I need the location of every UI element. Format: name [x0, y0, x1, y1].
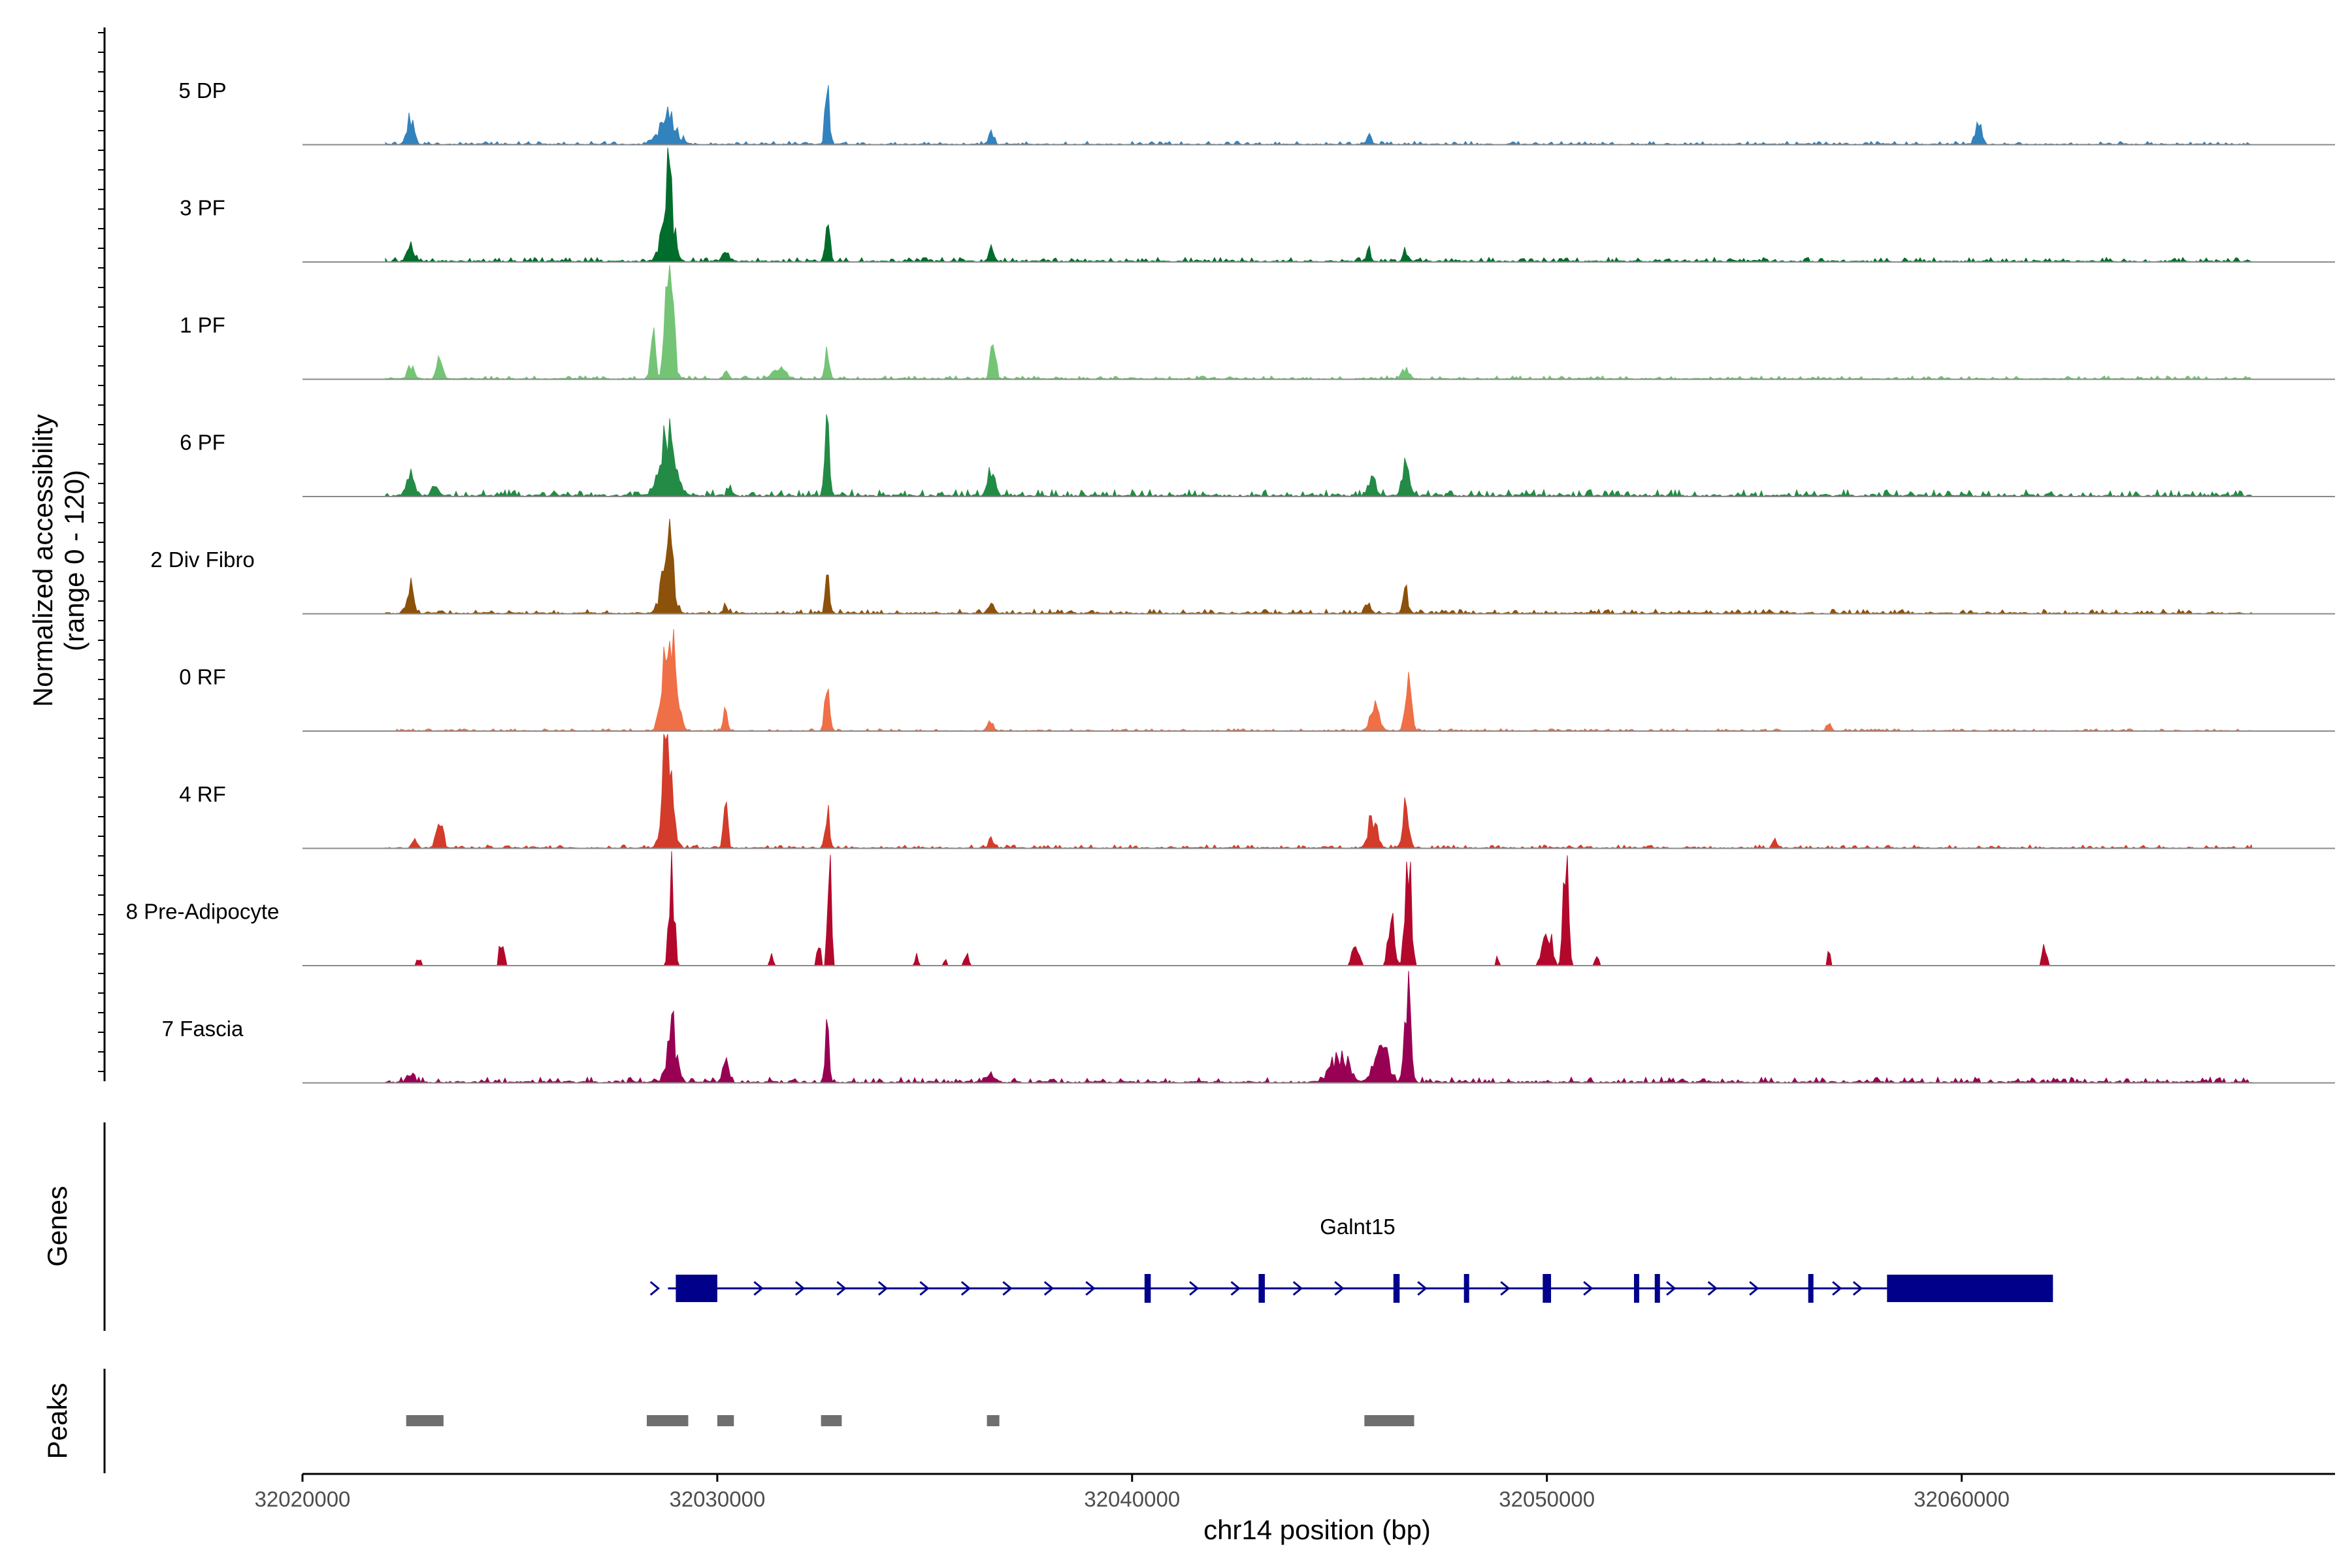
track-1: 3 PF	[180, 147, 2335, 263]
gene-exon-8	[1808, 1274, 1814, 1303]
x-axis-ticks: 32020000 32030000 32040000 32050000 32060000	[255, 1474, 2010, 1511]
peak-region-1	[646, 1415, 689, 1426]
track-7: 8 Pre-Adipocyte	[126, 851, 2335, 967]
gene-strand-arrow-7	[1002, 1281, 1013, 1296]
peak-region-3	[821, 1415, 842, 1426]
track-label: 6 PF	[180, 431, 225, 455]
y-axis-title-line2: (range 0 - 120)	[59, 470, 90, 651]
x-tick-label-3: 32050000	[1499, 1487, 1595, 1511]
y-axis-title-line1: Normalized accessibility	[27, 414, 58, 707]
gene-strand-arrow-8	[1043, 1281, 1054, 1296]
gene-strand-arrow-19	[1749, 1281, 1759, 1296]
track-8: 7 Fascia	[162, 971, 2335, 1084]
coverage-area-3-pf	[385, 147, 2253, 263]
track-label: 7 Fascia	[162, 1017, 244, 1041]
gene-strand-arrow-1	[753, 1281, 764, 1296]
gene-strand-arrow-17	[1666, 1281, 1676, 1296]
peaks-track	[406, 1415, 1414, 1426]
coverage-y-ticks	[98, 32, 105, 1072]
coverage-area-5-dp	[385, 85, 2253, 146]
gene-strand-arrow-10	[1189, 1281, 1200, 1296]
track-label: 1 PF	[180, 313, 225, 337]
track-label: 2 Div Fibro	[150, 547, 255, 572]
gene-exon-3	[1393, 1274, 1400, 1303]
gene-strand-arrow-15	[1500, 1281, 1511, 1296]
gene-strand-arrow-14	[1417, 1281, 1428, 1296]
coverage-area-8-pre-adipocyte	[385, 851, 2252, 967]
x-tick-label-0: 32020000	[255, 1487, 351, 1511]
gene-strand-arrow-20	[1832, 1281, 1842, 1296]
gene-exon-6	[1634, 1274, 1640, 1303]
gene-track: Galnt15	[649, 1215, 2053, 1303]
track-3: 6 PF	[180, 414, 2335, 498]
peak-region-0	[406, 1415, 444, 1426]
track-label: 0 RF	[179, 665, 226, 689]
gene-strand-arrow-16	[1583, 1281, 1593, 1296]
x-tick-label-1: 32030000	[669, 1487, 765, 1511]
gene-exon-0	[676, 1275, 717, 1302]
coverage-area-2-div-fibro	[385, 519, 2253, 615]
track-label: 5 DP	[178, 78, 226, 103]
gene-exon-1	[1144, 1274, 1151, 1303]
coverage-area-0-rf	[385, 629, 2253, 732]
track-5: 0 RF	[179, 629, 2335, 732]
peak-region-4	[987, 1415, 1000, 1426]
gene-exon-7	[1654, 1274, 1660, 1303]
gene-strand-arrow-11	[1230, 1281, 1241, 1296]
x-tick-label-4: 32060000	[1914, 1487, 2010, 1511]
coverage-area-1-pf	[385, 265, 2253, 380]
gene-strand-arrow-4	[877, 1281, 889, 1296]
track-0: 5 DP	[178, 78, 2335, 146]
track-4: 2 Div Fibro	[150, 519, 2335, 615]
peaks-panel-label: Peaks	[42, 1383, 73, 1460]
track-2: 1 PF	[180, 265, 2335, 380]
x-axis-title: chr14 position (bp)	[1203, 1514, 1431, 1545]
gene-exon-2	[1258, 1274, 1265, 1303]
coverage-area-7-fascia	[385, 971, 2253, 1084]
gene-exon-9	[1887, 1275, 2053, 1302]
gene-strand-arrow-13	[1334, 1281, 1345, 1296]
peak-region-2	[717, 1415, 734, 1426]
gene-strand-arrow-5	[919, 1281, 930, 1296]
coverage-tracks: 5 DP 3 PF 1 PF 6 PF 2 Div Fibro 0 RF 4 RF 8 Pre…	[126, 78, 2335, 1084]
gene-name-label: Galnt15	[1320, 1215, 1396, 1239]
track-label: 3 PF	[180, 196, 225, 220]
track-label: 8 Pre-Adipocyte	[126, 900, 280, 924]
gene-exon-5	[1543, 1274, 1552, 1303]
track-label: 4 RF	[179, 782, 226, 806]
coverage-area-6-pf	[385, 414, 2253, 498]
coverage-area-4-rf	[385, 734, 2253, 849]
gene-strand-arrow-0	[649, 1281, 661, 1296]
gene-strand-arrow-3	[836, 1281, 847, 1296]
gene-strand-arrow-9	[1085, 1281, 1096, 1296]
track-6: 4 RF	[179, 734, 2335, 849]
gene-strand-arrow-6	[960, 1281, 972, 1296]
gene-exon-4	[1463, 1274, 1469, 1303]
gene-strand-arrow-2	[794, 1281, 806, 1296]
gene-strand-arrow-12	[1292, 1281, 1303, 1296]
x-tick-label-2: 32040000	[1084, 1487, 1180, 1511]
peak-region-5	[1364, 1415, 1414, 1426]
gene-strand-arrow-21	[1852, 1281, 1863, 1296]
genes-panel-label: Genes	[42, 1186, 73, 1267]
gene-strand-arrow-18	[1707, 1281, 1718, 1296]
